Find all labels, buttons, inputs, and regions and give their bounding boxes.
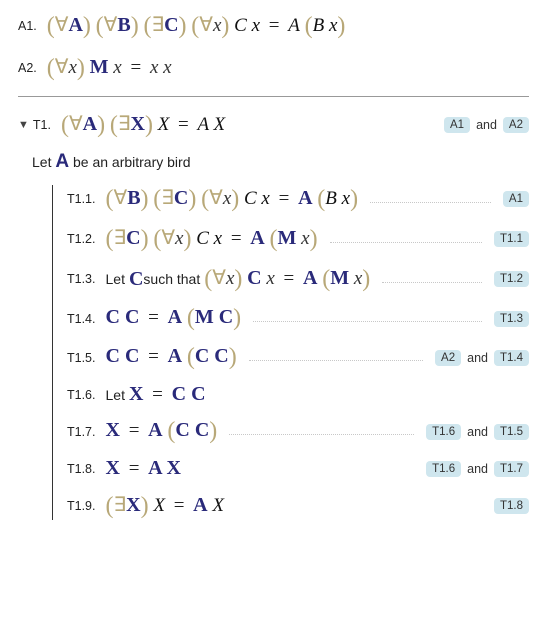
step-label: T1.1. [67, 192, 96, 206]
step-formula: (∀x) C x = A (M x) [204, 265, 370, 293]
collapse-triangle-icon[interactable]: ▼ [18, 119, 29, 131]
step-refs: T1.3 [494, 311, 529, 327]
step-formula: X = A (C C) [106, 418, 218, 445]
and-text: and [467, 425, 488, 439]
theorem-header: ▼ T1. (∀A) (∃X) X = A X A1 and A2 [18, 111, 529, 139]
step-formula: (∃X) X = A X [106, 492, 224, 520]
proof-step: T1.9. (∃X) X = A X T1.8 [67, 492, 529, 520]
step-formula: C C = A (M C) [106, 305, 242, 332]
ref-badge[interactable]: A1 [503, 191, 529, 207]
leader-dots [382, 274, 482, 283]
ref-badge[interactable]: T1.2 [494, 271, 529, 287]
leader-dots [253, 313, 482, 322]
axiom-a2-label: A2. [18, 61, 37, 75]
ref-badge[interactable]: A2 [503, 117, 529, 133]
ref-badge[interactable]: T1.6 [426, 461, 461, 477]
axiom-a1-formula: (∀A) (∀B) (∃C) (∀x) C x = A (B x) [47, 12, 346, 40]
step-label: T1.8. [67, 462, 96, 476]
ref-badge[interactable]: T1.4 [494, 350, 529, 366]
step-refs: T1.6 and T1.5 [426, 424, 529, 440]
leader-dots [229, 426, 414, 435]
theorem-formula: (∀A) (∃X) X = A X [61, 111, 225, 139]
step-formula: X = C C [129, 383, 206, 406]
leader-dots [330, 234, 482, 243]
ref-badge[interactable]: T1.6 [426, 424, 461, 440]
leader-dots [249, 352, 423, 361]
theorem-label: T1. [33, 118, 51, 132]
proof-step: T1.8. X = A X T1.6 and T1.7 [67, 457, 529, 480]
leader-dots [370, 194, 491, 203]
ref-badge[interactable]: T1.3 [494, 311, 529, 327]
theorem-refs: A1 and A2 [444, 117, 529, 133]
axiom-a1-label: A1. [18, 19, 37, 33]
proof-step: T1.3. Let C such that (∀x) C x = A (M x) T… [67, 265, 529, 293]
step-refs: T1.6 and T1.7 [426, 461, 529, 477]
step-refs: T1.2 [494, 271, 529, 287]
step-label: T1.9. [67, 499, 96, 513]
step-text-mid: such that [143, 271, 200, 287]
proof-step: T1.4. C C = A (M C) T1.3 [67, 305, 529, 332]
ref-badge[interactable]: T1.7 [494, 461, 529, 477]
intro-prefix: Let [32, 154, 55, 170]
proof-step: T1.5. C C = A (C C) A2 and T1.4 [67, 344, 529, 371]
step-refs: T1.8 [494, 498, 529, 514]
intro-suffix: be an arbitrary bird [69, 154, 190, 170]
step-label: T1.7. [67, 425, 96, 439]
step-label: T1.6. [67, 388, 96, 402]
intro-line: Let A be an arbitrary bird [32, 151, 529, 173]
axiom-a1: A1. (∀A) (∀B) (∃C) (∀x) C x = A (B x) [18, 12, 529, 40]
step-refs: T1.1 [494, 231, 529, 247]
ref-badge[interactable]: T1.8 [494, 498, 529, 514]
step-text-var: C [129, 268, 143, 291]
step-refs: A2 and T1.4 [435, 350, 529, 366]
ref-badge[interactable]: A1 [444, 117, 470, 133]
and-text: and [467, 351, 488, 365]
axiom-a2: A2. (∀x) M x = x x [18, 54, 529, 82]
ref-badge[interactable]: T1.5 [494, 424, 529, 440]
intro-var: A [55, 154, 69, 170]
ref-badge[interactable]: A2 [435, 350, 461, 366]
step-formula: X = A X [106, 457, 181, 480]
ref-badge[interactable]: T1.1 [494, 231, 529, 247]
proof-step: T1.1. (∀B) (∃C) (∀x) C x = A (B x) A1 [67, 185, 529, 213]
and-text: and [467, 462, 488, 476]
axiom-a2-formula: (∀x) M x = x x [47, 54, 172, 82]
step-text-prefix: Let [106, 271, 125, 287]
proof-body: T1.1. (∀B) (∃C) (∀x) C x = A (B x) A1 T1.2.… [52, 185, 529, 520]
step-formula: (∀B) (∃C) (∀x) C x = A (B x) [106, 185, 359, 213]
step-label: T1.3. [67, 272, 96, 286]
and-text: and [476, 118, 497, 132]
step-formula: (∃C) (∀x) C x = A (M x) [106, 225, 318, 253]
divider [18, 96, 529, 97]
step-text-prefix: Let [106, 387, 125, 403]
step-label: T1.2. [67, 232, 96, 246]
proof-step: T1.2. (∃C) (∀x) C x = A (M x) T1.1 [67, 225, 529, 253]
proof-step: T1.6. Let X = C C [67, 383, 529, 406]
step-label: T1.5. [67, 351, 96, 365]
proof-step: T1.7. X = A (C C) T1.6 and T1.5 [67, 418, 529, 445]
step-refs: A1 [503, 191, 529, 207]
step-label: T1.4. [67, 312, 96, 326]
step-formula: C C = A (C C) [106, 344, 237, 371]
